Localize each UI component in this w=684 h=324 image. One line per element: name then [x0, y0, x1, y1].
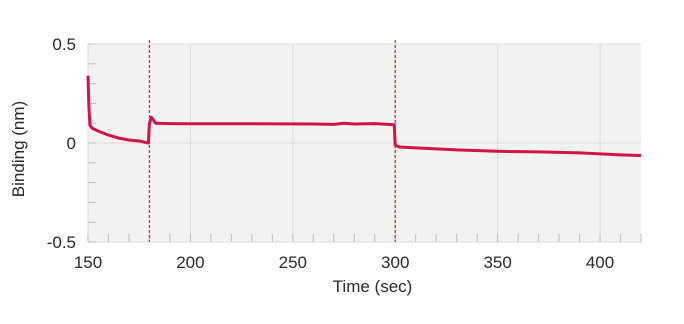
grid	[87, 43, 641, 243]
series-layer	[86, 75, 642, 157]
series-line-0	[86, 75, 642, 157]
y-tick-label-2: -0.5	[47, 233, 76, 252]
x-tick-label-3: 300	[381, 253, 409, 272]
y-axis-title: Binding (nm)	[9, 101, 28, 197]
y-tick-label-1: 0	[67, 134, 76, 153]
x-tick-label-0: 150	[74, 253, 102, 272]
x-tick-label-1: 200	[176, 253, 204, 272]
tick-labels: 150 200 250 300 350 400 0.5 0 -0.5	[47, 35, 615, 272]
y-tick-label-0: 0.5	[52, 35, 76, 54]
x-tick-label-2: 250	[279, 253, 307, 272]
x-tick-label-4: 350	[483, 253, 511, 272]
x-axis-title: Time (sec)	[333, 277, 413, 296]
x-tick-label-5: 400	[586, 253, 614, 272]
minor-ticks	[87, 43, 642, 243]
